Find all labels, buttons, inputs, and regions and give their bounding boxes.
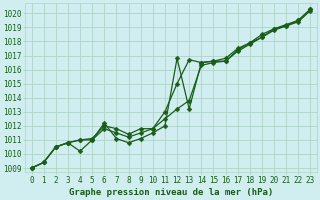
X-axis label: Graphe pression niveau de la mer (hPa): Graphe pression niveau de la mer (hPa)	[69, 188, 273, 197]
